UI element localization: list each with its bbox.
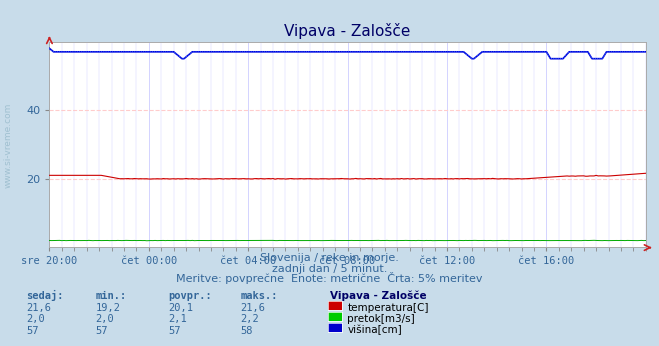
Text: Vipava - Zalošče: Vipava - Zalošče [330, 291, 426, 301]
Text: zadnji dan / 5 minut.: zadnji dan / 5 minut. [272, 264, 387, 274]
Text: temperatura[C]: temperatura[C] [347, 303, 429, 313]
Text: maks.:: maks.: [241, 291, 278, 301]
Title: Vipava - Zalošče: Vipava - Zalošče [285, 23, 411, 39]
Text: min.:: min.: [96, 291, 127, 301]
Text: 2,0: 2,0 [26, 315, 45, 325]
Text: 2,0: 2,0 [96, 315, 114, 325]
Text: 57: 57 [26, 326, 39, 336]
Text: 57: 57 [168, 326, 181, 336]
Text: 2,2: 2,2 [241, 315, 259, 325]
Text: 20,1: 20,1 [168, 303, 193, 313]
Text: 57: 57 [96, 326, 108, 336]
Text: 2,1: 2,1 [168, 315, 186, 325]
Text: višina[cm]: višina[cm] [347, 325, 402, 336]
Text: 21,6: 21,6 [26, 303, 51, 313]
Text: 21,6: 21,6 [241, 303, 266, 313]
Text: www.si-vreme.com: www.si-vreme.com [4, 103, 13, 188]
Text: pretok[m3/s]: pretok[m3/s] [347, 315, 415, 325]
Text: Slovenija / reke in morje.: Slovenija / reke in morje. [260, 253, 399, 263]
Text: sedaj:: sedaj: [26, 290, 64, 301]
Text: 58: 58 [241, 326, 253, 336]
Text: povpr.:: povpr.: [168, 291, 212, 301]
Text: 19,2: 19,2 [96, 303, 121, 313]
Text: Meritve: povprečne  Enote: metrične  Črta: 5% meritev: Meritve: povprečne Enote: metrične Črta:… [176, 272, 483, 284]
